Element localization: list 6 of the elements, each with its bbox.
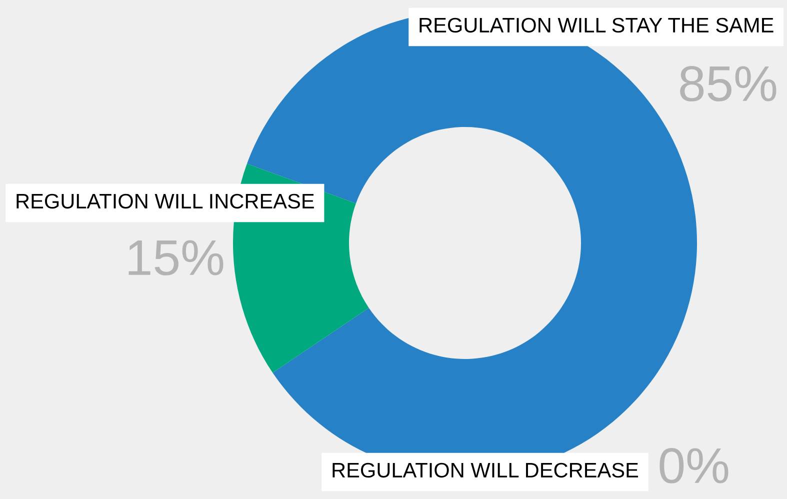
category-label: REGULATION WILL DECREASE xyxy=(332,462,638,478)
text: 0% xyxy=(660,448,728,484)
slice-label: REGULATION WILL STAY THE SAME xyxy=(420,18,774,33)
slice-label: REGULATION WILL INCREASE xyxy=(16,194,314,209)
data-label: 85% xyxy=(680,66,776,102)
data-label: 15% xyxy=(128,240,224,276)
